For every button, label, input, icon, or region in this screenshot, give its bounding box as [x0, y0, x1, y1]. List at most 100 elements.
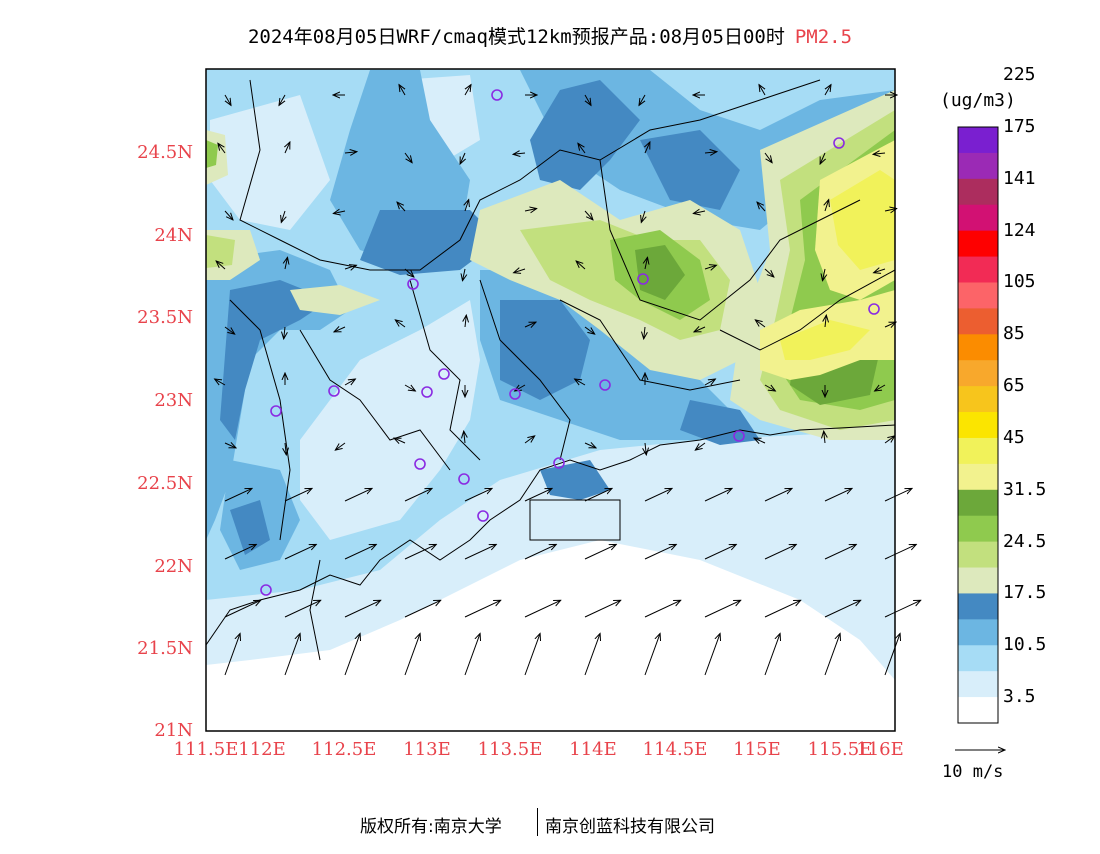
- wind-arrow: [224, 443, 236, 448]
- wind-arrow: [645, 142, 650, 154]
- colorbar-label: 3.5: [1003, 686, 1036, 708]
- wind-arrow: [764, 152, 772, 163]
- lat-tick-label: 21.5N: [137, 638, 193, 659]
- map-title: 2024年08月05日WRF/cmaq模式12km预报产品:08月05日00时 P…: [0, 22, 1100, 49]
- lon-tick-label: 116E: [856, 739, 904, 760]
- wind-arrow: [215, 379, 226, 386]
- wind-arrow: [464, 633, 480, 676]
- wind-arrow: [764, 268, 774, 277]
- wind-arrow: [281, 210, 285, 222]
- wind-arrow: [764, 633, 780, 676]
- city-marker: [414, 458, 426, 470]
- colorbar-swatch: [958, 593, 998, 620]
- wind-arrow: [644, 544, 676, 560]
- wind-arrow: [524, 322, 536, 327]
- city-marker: [421, 386, 433, 398]
- wind-arrow: [284, 326, 285, 339]
- city-marker: [733, 430, 745, 442]
- wind-arrow: [884, 544, 916, 560]
- wind-arrow: [823, 268, 826, 281]
- wind-arrow: [224, 326, 235, 334]
- wind-arrow: [464, 600, 501, 618]
- lat-tick-label: 24N: [154, 225, 193, 246]
- wind-vectors: [215, 85, 921, 676]
- wind-arrow: [584, 94, 591, 105]
- wind-arrow: [884, 600, 921, 618]
- wind-arrow: [224, 210, 233, 220]
- city-marker: [328, 385, 340, 397]
- lat-tick-label: 23.5N: [137, 307, 193, 328]
- wind-arrow: [884, 436, 895, 444]
- colorbar-swatch: [958, 541, 998, 569]
- boundary-lines: [206, 79, 895, 661]
- wind-arrow: [344, 544, 376, 560]
- colorbar-label: 85: [1003, 323, 1025, 345]
- lon-tick-label: 115E: [733, 739, 781, 760]
- wind-arrow: [764, 544, 796, 560]
- wind-arrow: [224, 600, 261, 618]
- wind-arrow: [513, 153, 526, 154]
- wind-arrow: [639, 94, 646, 105]
- colorbar-label: 175: [1003, 116, 1036, 137]
- wind-arrow: [825, 315, 826, 328]
- city-marker: [407, 278, 419, 290]
- colorbar-swatch: [958, 437, 998, 465]
- wind-arrow: [694, 327, 706, 332]
- colorbar-label: 225: [1003, 64, 1036, 86]
- credit-separator: [537, 808, 538, 836]
- wind-arrow: [399, 85, 406, 96]
- wind-arrow: [404, 544, 436, 560]
- colorbar-swatch: [958, 489, 998, 517]
- wind-arrow: [704, 488, 732, 502]
- colorbar-label: 141: [1003, 167, 1036, 189]
- wind-arrow: [645, 442, 646, 455]
- wind-arrow: [279, 94, 286, 105]
- wind-arrow: [285, 142, 290, 154]
- colorbar-label: 24.5: [1003, 530, 1047, 552]
- wind-arrow: [224, 488, 252, 502]
- wind-arrow: [704, 544, 736, 560]
- wind-arrow: [524, 436, 535, 444]
- wind-arrow: [584, 544, 616, 560]
- wind-arrow: [584, 326, 595, 334]
- wind-arrow: [644, 488, 672, 502]
- wind-arrow: [644, 633, 660, 676]
- colorbar-swatch: [958, 645, 998, 672]
- city-marker: [438, 368, 450, 380]
- wind-arrow: [224, 544, 256, 560]
- wind-arrow: [397, 202, 406, 212]
- wind-arrow: [754, 438, 766, 443]
- colorbar-label: 124: [1003, 219, 1036, 241]
- wind-arrow: [578, 143, 586, 154]
- wind-arrow: [404, 633, 420, 676]
- wind-arrow: [645, 257, 648, 270]
- wind-arrow: [514, 269, 526, 273]
- wind-arrow: [284, 488, 312, 502]
- city-marker: [553, 457, 565, 469]
- city-marker: [637, 273, 649, 285]
- wind-arrow: [218, 143, 226, 154]
- wind-arrow: [464, 544, 496, 560]
- wind-arrow: [524, 544, 556, 560]
- wind-arrow: [644, 600, 681, 618]
- credit-right: 南京创蓝科技有限公司: [545, 817, 715, 837]
- colorbar: [957, 126, 999, 724]
- wind-arrow: [394, 438, 406, 443]
- wind-arrow: [285, 442, 286, 455]
- wind-arrow: [693, 211, 706, 214]
- wind-arrow: [825, 200, 829, 212]
- wind-arrow: [404, 384, 415, 391]
- lat-tick-label: 24.5N: [137, 142, 193, 163]
- wind-arrow: [820, 152, 825, 164]
- colorbar-swatch: [958, 360, 998, 387]
- colorbar-swatch: [958, 619, 998, 646]
- wind-arrow: [284, 633, 300, 676]
- wind-arrow: [884, 633, 900, 676]
- wind-arrow: [884, 488, 912, 502]
- colorbar-frame: [957, 126, 999, 724]
- colorbar-swatch: [958, 308, 998, 335]
- wind-arrow: [584, 443, 596, 448]
- wind-arrow: [873, 153, 886, 154]
